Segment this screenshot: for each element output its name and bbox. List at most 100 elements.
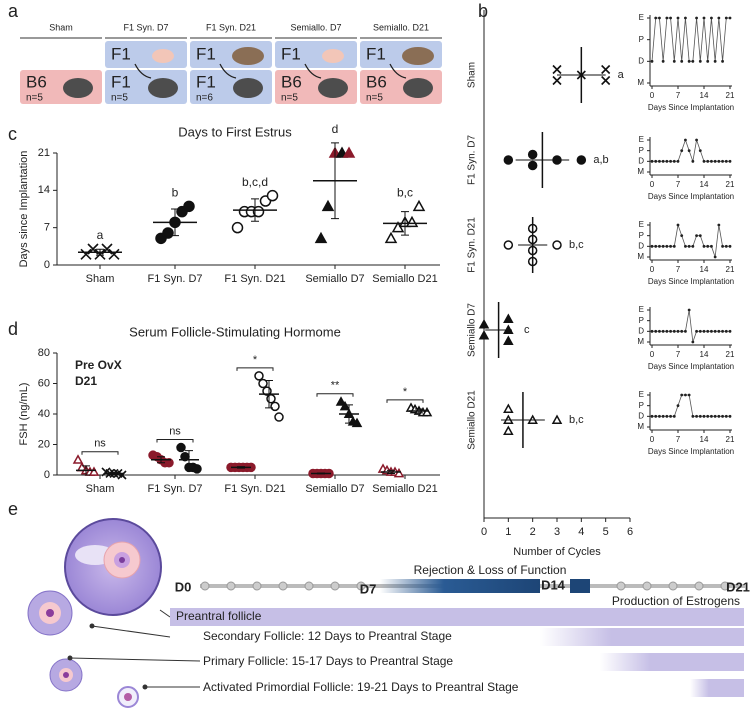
data-point: [270, 401, 280, 412]
row-label: F1 Syn. D7: [467, 135, 478, 185]
data-point: [274, 412, 284, 422]
strain-label: B6: [366, 72, 387, 91]
x-tick-label: 6: [627, 526, 633, 538]
cycle-point: [702, 244, 706, 248]
cycle-point: [676, 16, 680, 20]
x-tick-label: 21: [726, 265, 735, 274]
cycle-point: [676, 223, 680, 227]
significance: **: [331, 380, 340, 392]
cycle-point: [717, 159, 721, 163]
timeline-dot: [304, 581, 314, 591]
cycle-point: [728, 329, 732, 333]
panel-label: a: [8, 1, 19, 21]
cycle-point: [698, 234, 702, 238]
cycle-point: [680, 329, 684, 333]
day-label: D7: [360, 581, 377, 596]
data-point: [254, 371, 264, 381]
x-tick-label: F1 Syn. D21: [224, 483, 285, 495]
data-point: [601, 75, 611, 86]
cycle-point: [695, 414, 698, 418]
x-tick-label: 0: [650, 350, 655, 359]
mouse-icon: [232, 47, 264, 65]
cycle-point: [728, 244, 732, 248]
mouse-icon: [233, 78, 263, 98]
cycle-point: [728, 414, 732, 418]
y-tick-label: 60: [38, 377, 50, 389]
cycle-point: [650, 414, 654, 418]
cycle-point: [717, 329, 721, 333]
error-bar: [317, 472, 325, 475]
significance: *: [253, 354, 258, 366]
cycle-point: [706, 329, 710, 333]
significance-letter: a: [97, 228, 104, 242]
timeline-dot: [616, 581, 626, 591]
cycle-point: [710, 244, 713, 248]
cycle-line: [652, 223, 730, 258]
timeline-dot: [278, 581, 288, 591]
cycle-point: [713, 414, 717, 418]
x-tick-label: Semiallo D7: [305, 483, 364, 495]
cycle-point: [661, 159, 665, 163]
follicle-label: Secondary Follicle: 12 Days to Preantral…: [203, 629, 452, 643]
bracket: [81, 451, 119, 455]
data-point: [252, 205, 265, 218]
cycle-point: [724, 414, 728, 418]
cycle-point: [658, 16, 661, 20]
x-tick-label: F1 Syn. D7: [147, 483, 202, 495]
y-tick-label: E: [639, 135, 644, 144]
y-tick-label: 40: [38, 408, 50, 420]
data-point: [314, 231, 328, 244]
cycle-point: [676, 404, 680, 408]
arrow: [219, 63, 237, 79]
x-axis-label: Days Since Implantation: [648, 277, 734, 286]
cycle-point: [658, 159, 661, 163]
cycle-point: [680, 234, 684, 238]
cycle-point: [710, 414, 713, 418]
y-tick-label: D: [638, 326, 644, 335]
error-bar: [157, 456, 165, 464]
data-point: [421, 406, 433, 417]
follicle-art: [27, 518, 745, 708]
panel-label: d: [8, 319, 18, 339]
cycle-point: [695, 234, 698, 238]
x-tick-label: 21: [726, 350, 735, 359]
cycle-point: [654, 329, 658, 333]
x-tick-label: 7: [676, 350, 681, 359]
cycle-point: [687, 308, 691, 312]
data-point: [552, 75, 562, 86]
data-point: [351, 417, 363, 428]
mouse-icon: [322, 49, 344, 63]
data-point: [339, 400, 351, 411]
x-tick-label: 7: [676, 435, 681, 444]
follicle-label: Preantral follicle: [176, 609, 262, 623]
timeline-dot: [356, 581, 366, 591]
cycle-point: [669, 414, 672, 418]
cycle-point: [710, 16, 713, 20]
cycle-point: [713, 159, 717, 163]
y-tick-label: P: [639, 401, 644, 410]
strain-label: F1: [366, 44, 386, 63]
x-tick-label: 14: [700, 265, 709, 274]
n-label: n=5: [281, 93, 298, 104]
significance: *: [403, 386, 408, 398]
x-tick-label: 7: [676, 91, 681, 100]
data-point: [258, 378, 268, 389]
n-label: n=5: [111, 93, 128, 104]
cycle-point: [702, 159, 706, 163]
data-point: [393, 467, 405, 478]
cycle-point: [665, 244, 669, 248]
x-tick-label: F1 Syn. D21: [224, 273, 285, 285]
cycle-point: [713, 255, 717, 259]
x-tick-label: Semiallo D21: [372, 273, 437, 285]
cycle-point: [676, 329, 680, 333]
data-point: [551, 414, 563, 424]
y-axis-label: Days since Implantation: [18, 151, 30, 268]
data-point: [117, 470, 127, 480]
cycle-point: [654, 414, 658, 418]
x-axis-label: Days Since Implantation: [648, 192, 734, 201]
cycle-point: [687, 393, 691, 397]
significance-letter: b,c,d: [242, 175, 268, 189]
y-tick-label: M: [637, 167, 644, 176]
estrogen-label: Production of Estrogens: [612, 594, 740, 608]
y-tick-label: 14: [38, 184, 50, 196]
